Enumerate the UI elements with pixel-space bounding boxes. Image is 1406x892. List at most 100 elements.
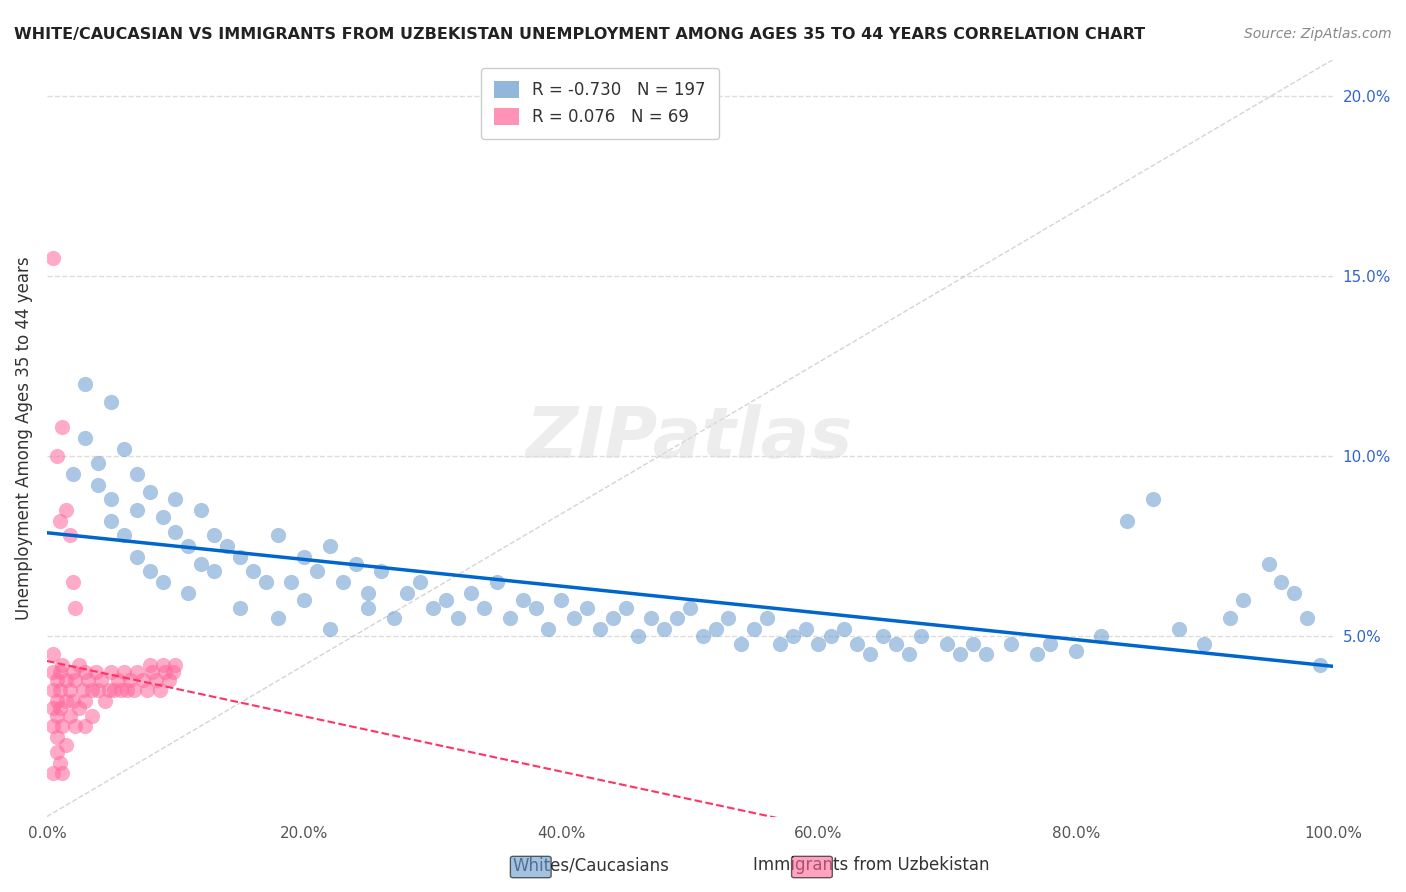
Point — [115, 683, 138, 698]
Point — [550, 593, 572, 607]
Point — [640, 611, 662, 625]
Point — [769, 636, 792, 650]
Point — [97, 683, 120, 698]
Point — [165, 492, 187, 507]
Point — [51, 658, 73, 673]
Point — [132, 673, 155, 687]
Point — [1257, 558, 1279, 572]
Point — [100, 665, 122, 680]
Point — [1090, 629, 1112, 643]
Point — [46, 731, 69, 745]
Point — [562, 611, 585, 625]
Point — [742, 622, 765, 636]
Text: Whites/Caucasians: Whites/Caucasians — [512, 856, 669, 874]
Point — [145, 673, 167, 687]
Point — [215, 539, 238, 553]
Point — [1142, 492, 1164, 507]
Point — [395, 586, 418, 600]
Point — [1194, 636, 1216, 650]
Point — [103, 683, 125, 698]
Point — [87, 683, 110, 698]
Point — [55, 673, 77, 687]
Point — [897, 648, 920, 662]
Point — [229, 600, 252, 615]
Point — [820, 629, 842, 643]
Point — [120, 673, 142, 687]
Point — [72, 683, 94, 698]
Point — [149, 683, 172, 698]
Point — [962, 636, 984, 650]
Point — [63, 673, 86, 687]
Point — [242, 565, 264, 579]
Point — [807, 636, 830, 650]
Point — [112, 528, 135, 542]
Point — [305, 565, 328, 579]
Point — [77, 673, 100, 687]
Point — [46, 694, 69, 708]
Point — [704, 622, 727, 636]
Point — [1270, 575, 1292, 590]
Point — [80, 708, 103, 723]
Point — [756, 611, 779, 625]
Point — [370, 565, 392, 579]
Point — [679, 600, 702, 615]
Legend: R = -0.730   N = 197, R = 0.076   N = 69: R = -0.730 N = 197, R = 0.076 N = 69 — [481, 68, 718, 139]
Point — [357, 600, 380, 615]
Point — [472, 600, 495, 615]
Point — [162, 665, 184, 680]
Point — [1064, 644, 1087, 658]
Point — [652, 622, 675, 636]
Point — [107, 673, 129, 687]
Point — [139, 485, 162, 500]
Point — [267, 611, 290, 625]
Point — [48, 514, 70, 528]
Point — [524, 600, 547, 615]
Point — [42, 665, 65, 680]
Point — [90, 673, 112, 687]
Point — [124, 683, 146, 698]
Point — [100, 514, 122, 528]
Point — [692, 629, 714, 643]
Point — [1116, 514, 1139, 528]
Text: WHITE/CAUCASIAN VS IMMIGRANTS FROM UZBEKISTAN UNEMPLOYMENT AMONG AGES 35 TO 44 Y: WHITE/CAUCASIAN VS IMMIGRANTS FROM UZBEK… — [14, 27, 1144, 42]
Point — [51, 766, 73, 780]
Point — [157, 673, 180, 687]
Point — [46, 449, 69, 463]
Point — [936, 636, 959, 650]
Point — [152, 658, 174, 673]
Point — [139, 565, 162, 579]
Point — [51, 420, 73, 434]
Point — [319, 622, 342, 636]
Point — [409, 575, 432, 590]
Point — [51, 719, 73, 733]
Point — [46, 673, 69, 687]
Point — [589, 622, 612, 636]
Point — [62, 665, 84, 680]
Point — [75, 665, 97, 680]
Point — [42, 766, 65, 780]
Point — [910, 629, 932, 643]
Point — [434, 593, 457, 607]
Point — [87, 456, 110, 470]
Point — [332, 575, 354, 590]
Point — [267, 528, 290, 542]
Point — [112, 665, 135, 680]
Point — [422, 600, 444, 615]
Point — [59, 708, 82, 723]
Point — [67, 658, 90, 673]
Point — [1000, 636, 1022, 650]
Point — [42, 701, 65, 715]
Point — [125, 665, 148, 680]
Point — [110, 683, 132, 698]
Point — [602, 611, 624, 625]
Point — [153, 665, 176, 680]
Point — [42, 719, 65, 733]
Point — [666, 611, 689, 625]
Point — [48, 756, 70, 770]
Point — [319, 539, 342, 553]
Point — [229, 550, 252, 565]
Point — [627, 629, 650, 643]
Point — [730, 636, 752, 650]
Point — [55, 738, 77, 752]
Point — [100, 492, 122, 507]
